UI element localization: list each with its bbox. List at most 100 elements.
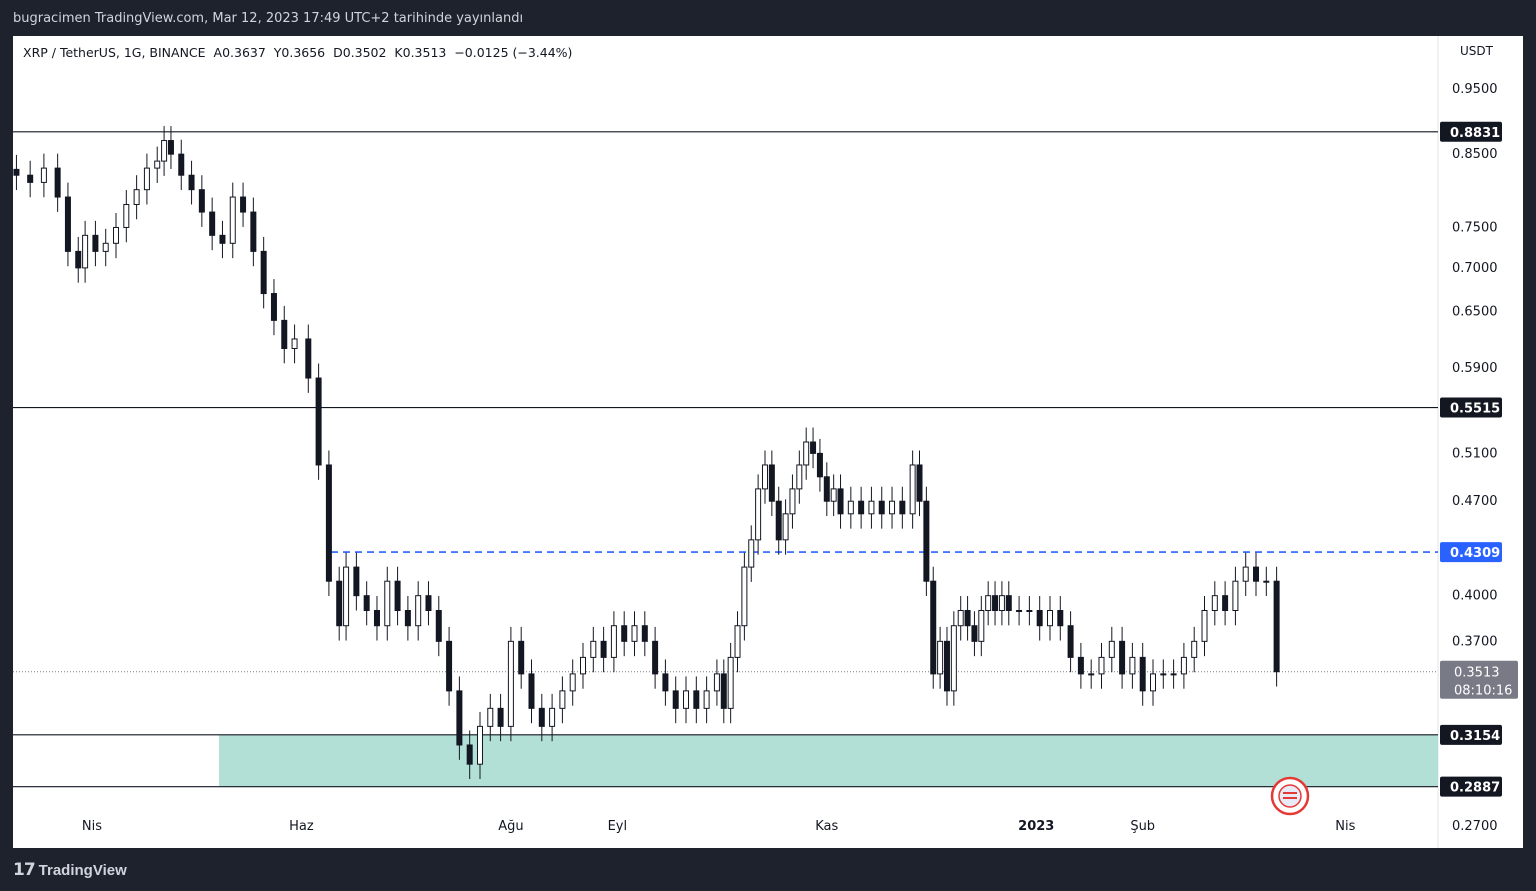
candle-body [1170,673,1177,676]
level-label: 0.2887 [1450,781,1500,796]
candle-body [909,464,916,515]
candle-body [1211,595,1218,612]
candle-body [847,500,854,515]
candle-body [250,211,257,252]
candle-body [291,338,298,349]
candle-body [315,377,322,466]
x-tick-label: 2023 [1018,819,1054,834]
candle-body [446,640,453,692]
legend-symbol: XRP / TetherUS, 1G, BINANCE [23,45,206,60]
y-tick-label: 0.9500 [1452,82,1498,97]
last-price-label-box [1440,660,1518,699]
candle-body [631,625,638,642]
candle-body [518,640,525,675]
x-tick-label: Ağu [498,819,523,834]
candle-body [693,690,700,709]
publish-header: bugracimen TradingView.com, Mar 12, 2023… [0,0,1536,36]
candle-body [703,690,710,709]
candle-body [823,476,830,502]
candle-body [600,640,607,658]
candle-body [198,189,205,213]
candle-body [415,595,422,627]
level-label: 0.3154 [1450,729,1500,744]
candle-body [102,242,109,252]
candle-body [1077,656,1084,675]
candle-body [1108,640,1115,658]
candle-body [1005,595,1012,612]
candle-body [796,464,803,490]
level-label-box [1440,121,1502,142]
tradingview-logo-icon: 17 [13,860,36,880]
candle-body [161,140,168,162]
candle-body [720,673,727,709]
candle-body [1088,673,1095,676]
candle-body [167,140,174,155]
candle-body [178,153,185,176]
chart-area[interactable]: 0.9500 0.8500 0.7500 0.7000 0.6500 0.5900 0.51… [13,36,1523,848]
candle-body [113,226,120,244]
candle-body [240,196,247,213]
candle-body [538,707,545,727]
candle-body [1232,580,1239,612]
candle-body [1036,610,1043,627]
candle-body [1263,580,1270,583]
candle-body [930,580,937,675]
candle-body [782,513,789,541]
level-label: 0.8831 [1450,126,1500,141]
level-label-box [1440,776,1502,797]
candle-body [229,196,236,244]
legend-low: D0.3502 [333,45,387,60]
candle-body [507,640,514,727]
candle-body [889,500,896,515]
candle-body [270,293,277,321]
candle-body [789,488,796,515]
y-tick-label: 0.2700 [1452,819,1498,834]
candle-body [1026,610,1033,613]
candle-body [281,319,288,349]
legend-close: K0.3513 [394,45,447,60]
candle-body [1067,625,1074,658]
y-tick-label: 0.6500 [1452,304,1498,319]
candle-body [621,625,628,642]
candle-body [761,464,768,490]
candle-body [878,500,885,515]
candle-body [27,174,34,183]
candle-body [1016,610,1023,613]
candle-body [950,625,957,692]
candle-body [260,250,267,295]
level-label: 0.4309 [1450,546,1500,561]
candle-body [580,656,586,675]
candle-body [549,707,556,727]
legend-open: A0.3637 [213,45,266,60]
last-price-label: 0.3513 [1454,666,1500,681]
candle-body [1098,656,1105,675]
price-chart-svg[interactable]: 0.9500 0.8500 0.7500 0.7000 0.6500 0.5900 0.51… [13,36,1523,848]
candle-body [1057,610,1064,627]
tradingview-logo[interactable]: 17 TradingView [13,860,127,880]
candle-body [425,595,432,612]
level-label-box [1440,397,1502,418]
tradingview-brand-text: TradingView [38,861,127,879]
candle-body [810,441,817,454]
candle-body [1242,566,1249,582]
candle-body [641,625,648,642]
event-flag-stripe [1283,792,1297,794]
candle-body [559,690,566,709]
candle-body [816,452,823,478]
candle-body [188,174,195,191]
candle-body [209,211,216,236]
candle-body [64,196,71,252]
candle-body [384,580,391,627]
candle-body [837,488,844,515]
y-tick-label: 0.7000 [1452,261,1498,276]
y-tick-label: 0.7500 [1452,220,1498,235]
candle-body [734,625,741,658]
ohlc-legend: XRP / TetherUS, 1G, BINANCE A0.3637 Y0.3… [23,45,572,60]
candle-body [727,656,734,709]
candle-body [1222,595,1229,612]
candle-body [590,640,597,658]
candle-body [1046,610,1053,627]
candle-body [1253,566,1260,582]
candle-body [343,566,350,627]
candle-body [652,640,659,675]
